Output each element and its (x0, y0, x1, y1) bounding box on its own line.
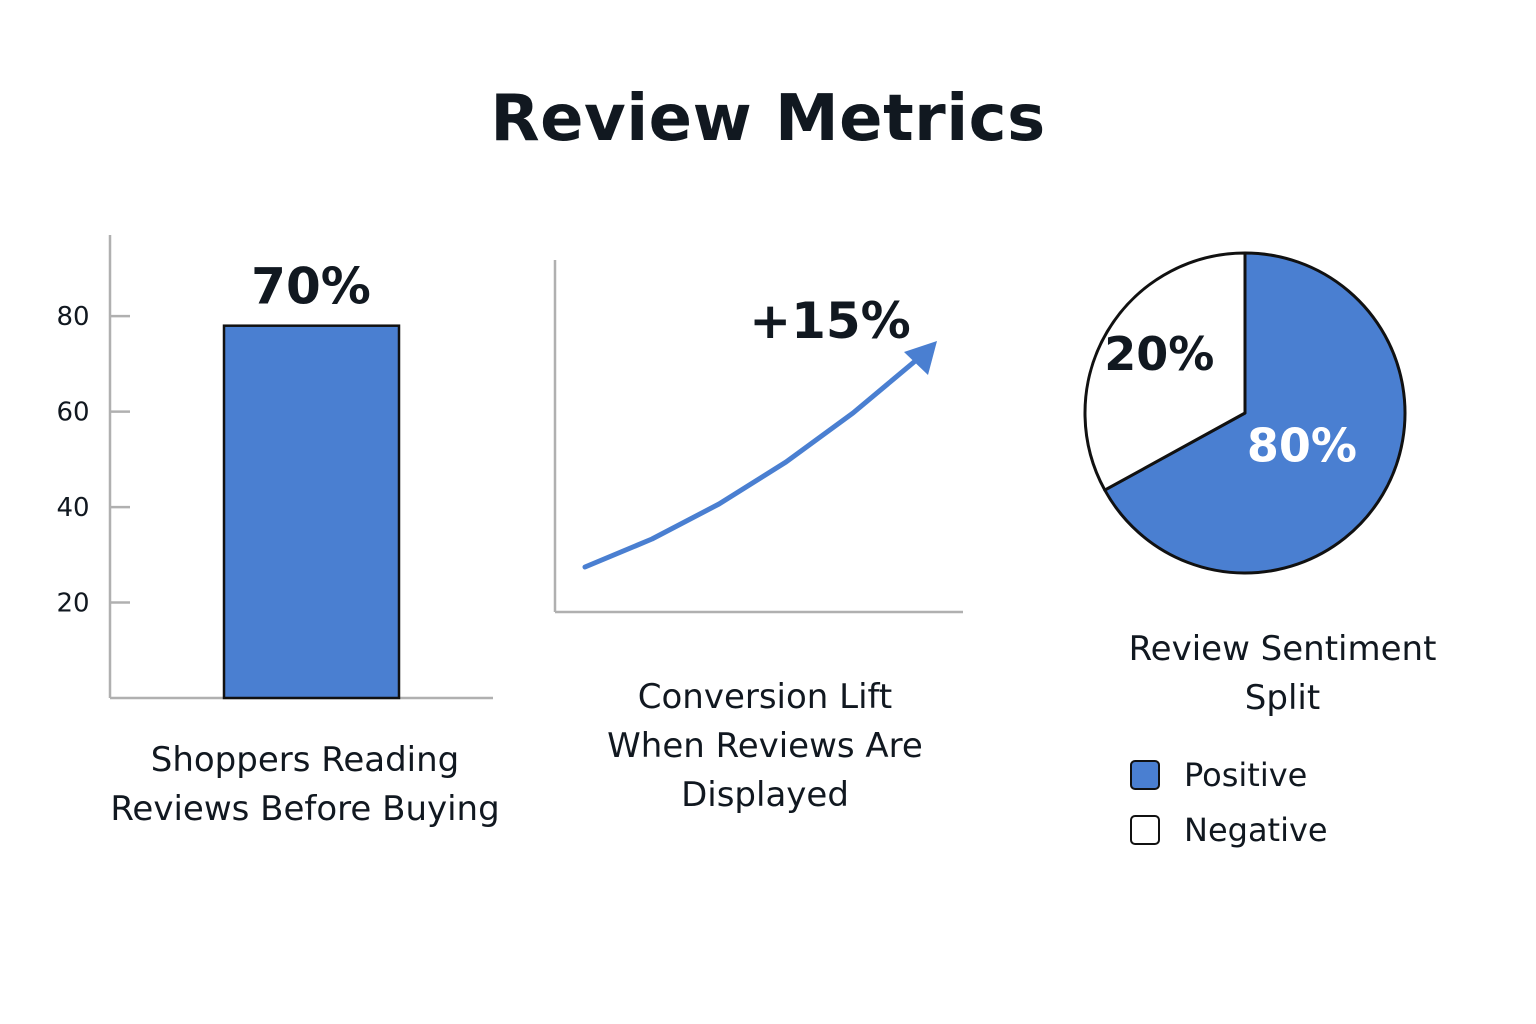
pie-slice-label: 20% (1104, 327, 1214, 381)
pie-slice-label: 80% (1247, 419, 1357, 473)
pie-slice-negative (1083, 251, 1247, 492)
conversion-line (582, 354, 923, 570)
pie-chart-caption: Review Sentiment Split (1128, 629, 1437, 718)
legend-label: Positive (1184, 756, 1308, 794)
legend-swatch-positive (1130, 760, 1160, 790)
legend-item-positive: Positive (1130, 756, 1307, 794)
bar-y-tick-label: 80 (56, 302, 89, 332)
legend-swatch-negative (1130, 815, 1160, 845)
bar-chart-caption: Shoppers Reading Reviews Before Buying (110, 740, 500, 829)
pie-slice-positive (1103, 251, 1407, 575)
page-title: Review Metrics (490, 82, 1046, 156)
line-annotation: +15% (749, 292, 911, 350)
legend-item-negative: Negative (1130, 811, 1328, 849)
line-chart-caption: Conversion Lift When Reviews Are Display… (607, 677, 923, 815)
bar-y-tick-label: 60 (56, 398, 89, 428)
bar (222, 324, 401, 700)
legend-label: Negative (1184, 811, 1328, 849)
bar-data-label: 70% (251, 258, 371, 316)
bar-y-tick-label: 40 (56, 493, 89, 523)
arrowhead-icon (904, 341, 937, 375)
bar-y-tick-label: 20 (56, 589, 89, 619)
